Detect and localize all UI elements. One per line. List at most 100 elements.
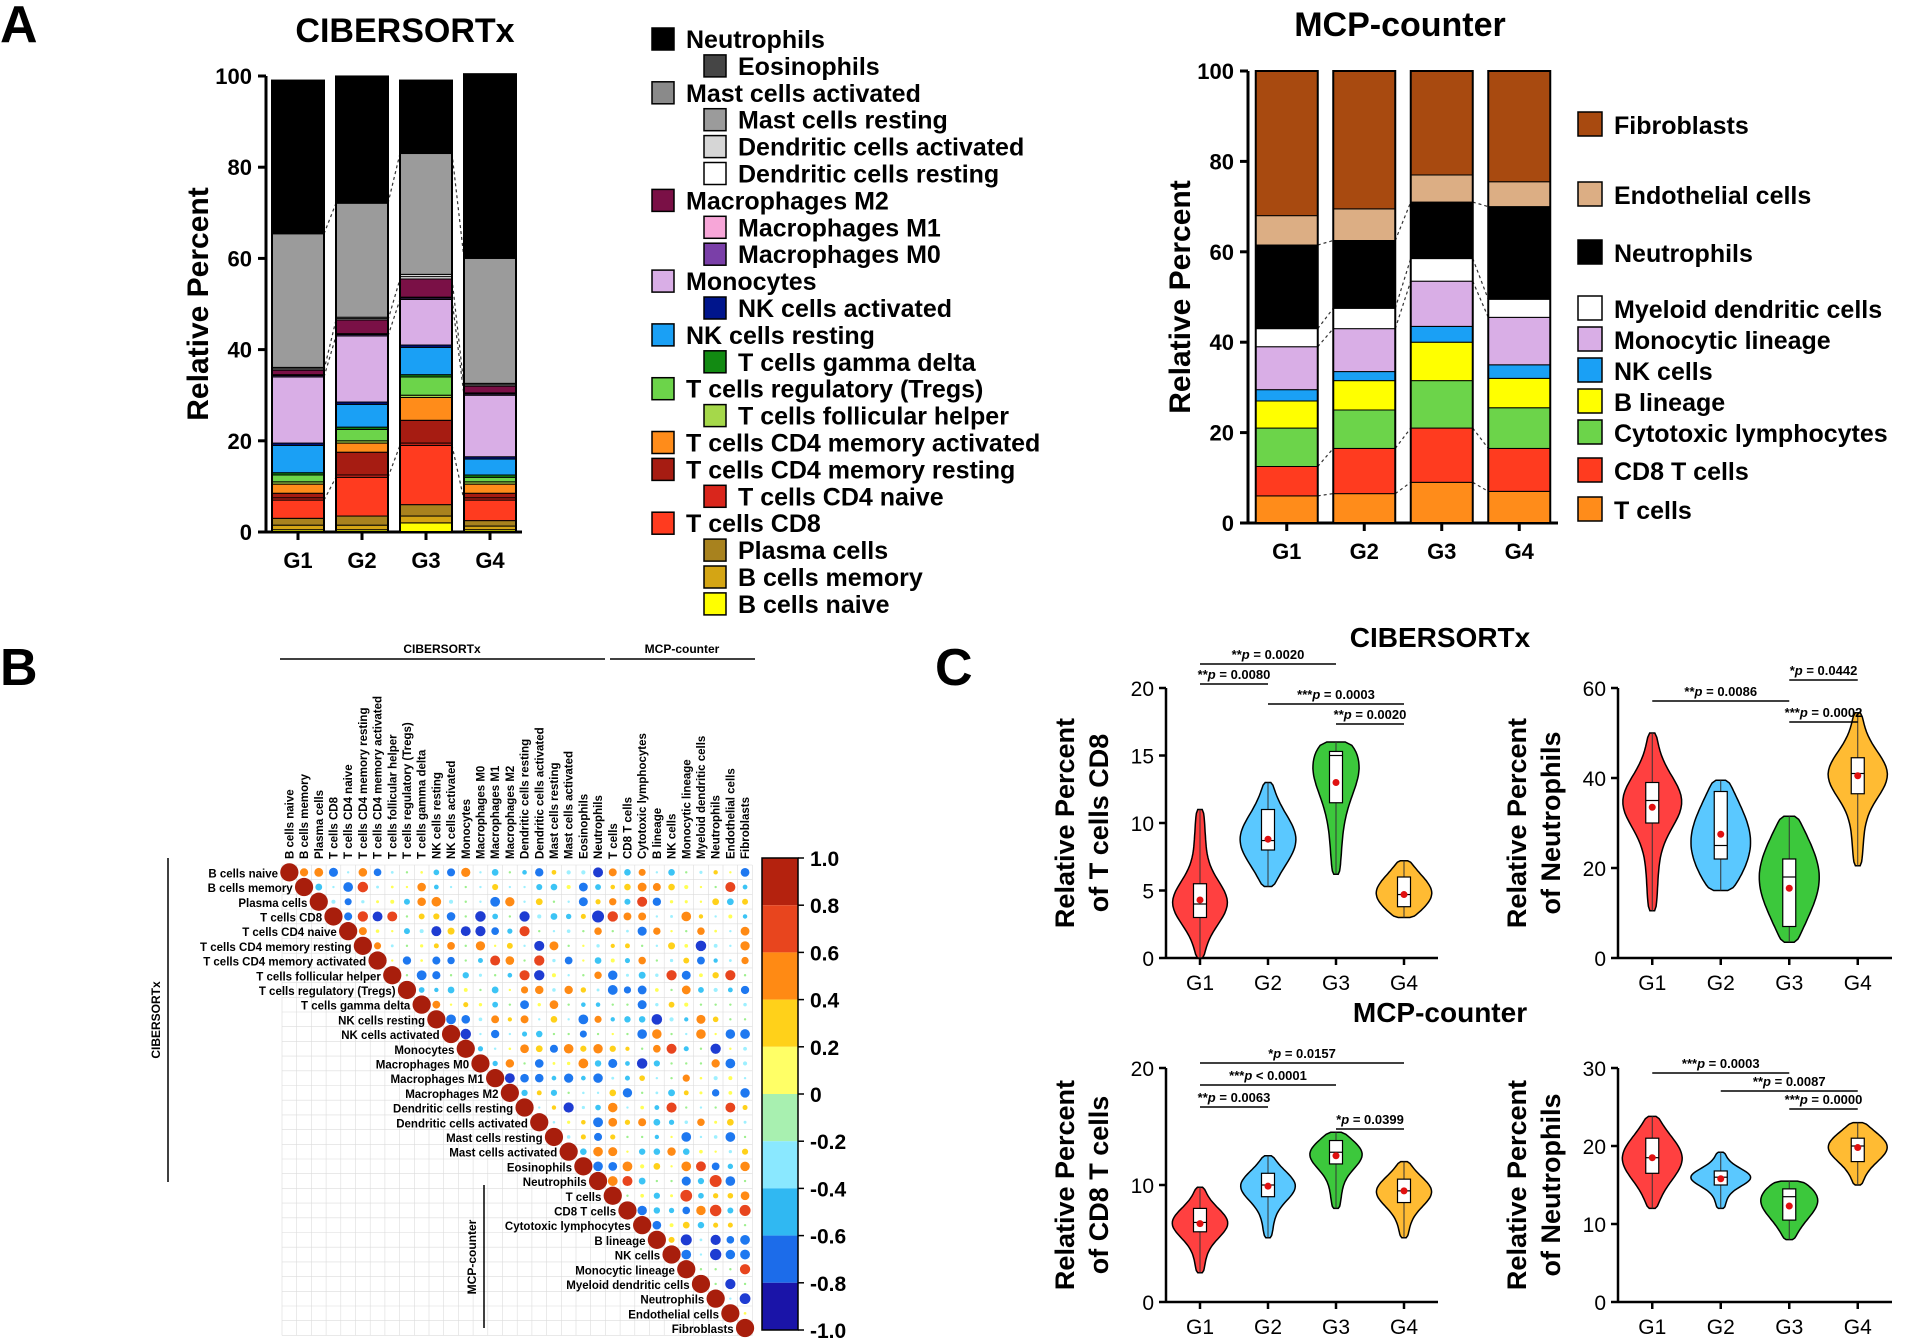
matrix-cell [519,911,530,922]
matrix-cell [610,884,616,890]
matrix-cell [626,1003,629,1006]
matrix-cell-diagonal [515,1098,534,1117]
y-tick-label: 40 [1583,768,1606,791]
matrix-cell [727,987,733,993]
matrix-cell [551,1105,557,1110]
column-label-neutrophils: Neutrophils [711,795,723,859]
legend-label-cytotoxic-lymphocytes: Cytotoxic lymphocytes [1614,420,1888,448]
bar-segment-t-cells-cd4-memory-resting-g3 [399,419,453,444]
matrix-cell [699,900,703,903]
stack-connector [1317,328,1334,348]
matrix-cell [622,1088,633,1098]
matrix-cell [564,1073,574,1083]
legend-swatch-b-cells-naive [703,592,727,616]
bar-segment-b-lineage-g2 [1332,380,1396,411]
legend-swatch-t-cells-gamma-delta [703,350,727,374]
legend-label-myeloid-dendritic-cells: Myeloid dendritic cells [1614,296,1882,324]
matrix-cell [506,942,513,949]
matrix-cell [463,1002,469,1008]
matrix-cell-diagonal [588,1171,608,1191]
column-label-macrophages-m1: Macrophages M1 [490,765,502,859]
row-label-t-cells-cd8: T cells CD8 [260,912,323,924]
matrix-cell [669,900,674,904]
matrix-cell [699,1062,703,1065]
stack-connector [323,319,337,371]
legend-mcp: Fibroblasts Endothelial cells Neutrophils M… [1577,111,1888,525]
matrix-cell [728,914,733,919]
matrix-cell [681,1176,691,1186]
bar-segment-endothelial-cells-g2 [1332,208,1396,241]
matrix-cell [563,1102,574,1113]
violin-chart-violin_mcp_neutro: Relative Percent of Neutrophils 0 10 20 30 G1 G… [1502,1056,1892,1339]
matrix-cell [726,1118,734,1126]
matrix-cell [505,897,515,907]
colorbar-tick-label: -0.8 [810,1273,847,1296]
bar-segment-mast-cells-resting-g4 [463,257,517,384]
matrix-cell [567,944,570,948]
matrix-cell [609,1089,617,1097]
matrix-cell [299,868,309,877]
panel-label-b: B [0,639,38,697]
legend-label-fibroblasts: Fibroblasts [1614,112,1749,140]
column-label-t-cells-cd8: T cells CD8 [328,796,340,859]
matrix-cell [741,956,749,965]
matrix-cell [418,987,425,993]
matrix-cell [344,898,352,906]
matrix-cell [493,974,497,977]
matrix-cell [725,1102,736,1113]
matrix-cell [449,1003,453,1006]
legend-swatch-nk-cells-resting [651,323,675,347]
matrix-cell [699,973,703,978]
matrix-cell [520,986,529,994]
matrix-cell [713,870,718,875]
legend-label-nk-cells-resting: NK cells resting [686,322,875,350]
matrix-cell [593,1146,603,1157]
matrix-cell [699,1135,703,1139]
matrix-cell [740,1088,750,1098]
significance-label: ***p = 0.0003 [1297,687,1375,702]
matrix-cell [549,941,559,951]
matrix-cell [729,944,732,948]
matrix-cell [607,1102,618,1113]
bar-segment-t-cells-cd4-memory-resting-g1 [271,492,325,499]
bar-segment-neutrophils-g3 [399,80,453,155]
row-label-myeloid-dendritic-cells: Myeloid dendritic cells [566,1280,689,1292]
y-axis-label: Relative Percent [182,187,215,420]
matrix-cell-diagonal [280,863,299,882]
matrix-cell [464,900,467,903]
matrix-cell [607,985,618,995]
bar-segment-endothelial-cells-g4 [1487,181,1551,208]
matrix-cell [578,897,588,907]
matrix-cell [698,914,704,919]
row-label-endothelial-cells: Endothelial cells [628,1309,719,1321]
stack-connector [451,445,465,501]
matrix-cell [479,1032,482,1036]
matrix-cell [567,1032,570,1036]
bar-segment-b-cells-memory-g3 [399,515,453,524]
row-label-t-cells-cd4-naive: T cells CD4 naive [242,927,337,939]
y-tick-label: 0 [1222,511,1234,536]
matrix-cell [684,900,688,904]
matrix-cell [564,956,573,965]
matrix-cell [596,988,600,992]
stack-connector [451,153,465,259]
matrix-cell [432,956,441,965]
x-tick-label-g4: G4 [1844,1316,1872,1339]
matrix-cell [610,1017,615,1022]
legend-swatch-monocytic-lineage [1577,326,1603,352]
legend-label-t-cells-cd4-naive: T cells CD4 naive [738,483,944,511]
bar-segment-monocytic-lineage-g4 [1487,316,1551,366]
x-tick-label-g4: G4 [1390,1316,1418,1339]
row-label-mast-cells-activated: Mast cells activated [449,1148,557,1160]
x-tick-label-g2: G2 [1350,539,1379,564]
matrix-cell [699,1253,703,1256]
legend-label-macrophages-m0: Macrophages M0 [738,241,941,269]
matrix-cell [507,928,513,934]
matrix-cell [714,1120,718,1124]
matrix-cell [552,988,556,992]
matrix-cell [637,985,647,995]
y-axis-label-line1: Relative Percent [1050,1080,1080,1290]
legend-swatch-t-cells [1577,496,1603,522]
matrix-cell [552,1032,556,1036]
box-g1 [1192,1207,1208,1233]
